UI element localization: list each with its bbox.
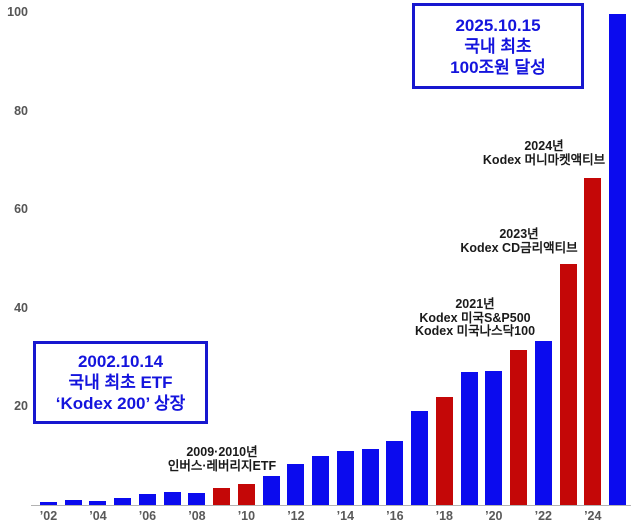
bar-2003 — [64, 499, 82, 505]
bar-2007 — [163, 491, 181, 505]
x-tick-2014: ’14 — [336, 509, 355, 523]
x-axis-line — [31, 505, 631, 506]
annotation-line: Kodex 미국나스닥100 — [414, 324, 536, 338]
annotation-line: 100조원 달성 — [450, 57, 546, 77]
annotation-line: 국내 최초 ETF — [68, 373, 173, 392]
x-tick-2022: ’22 — [534, 509, 552, 523]
annotation-box-2002-listing: 2002.10.14 국내 최초 ETF ‘Kodex 200’ 상장 — [33, 341, 208, 424]
bar-2013 — [312, 455, 330, 505]
bar-2008 — [188, 493, 206, 505]
bar-2011 — [262, 476, 280, 505]
bar-2005 — [114, 498, 132, 505]
annotation-box-2025-milestone: 2025.10.15 국내 최초 100조원 달성 — [412, 3, 584, 89]
x-tick-2002: ’02 — [39, 509, 58, 523]
annotation-line: 2025.10.15 — [455, 15, 541, 35]
x-tick-2010: ’10 — [237, 509, 256, 523]
x-tick-2020: ’20 — [485, 509, 503, 523]
bar-2009 — [213, 487, 231, 505]
annotation-line: Kodex 머니마켓액티브 — [482, 152, 606, 167]
bar-2021 — [510, 350, 528, 505]
annotation-line: 2021년 — [455, 297, 495, 311]
bar-2014 — [336, 451, 354, 505]
bar-2015 — [361, 449, 379, 505]
bar-2006 — [138, 493, 156, 505]
y-tick-60: 60 — [14, 202, 28, 217]
y-tick-20: 20 — [14, 399, 28, 414]
x-tick-2004: ’04 — [89, 509, 107, 523]
bar-2022 — [534, 341, 552, 505]
y-tick-80: 80 — [14, 103, 28, 118]
annotation-line: 인버스·레버리지ETF — [167, 458, 277, 473]
annotation-line: 2023년 — [499, 227, 539, 241]
annotation-line: 2002.10.14 — [77, 352, 164, 371]
x-tick-2024: ’24 — [584, 509, 602, 523]
x-tick-2008: ’08 — [188, 509, 206, 523]
annotation-line: 2009·2010년 — [186, 445, 258, 459]
bar-2025 — [609, 14, 627, 505]
x-tick-2012: ’12 — [287, 509, 305, 523]
bar-2016 — [386, 441, 404, 505]
annotation-line: Kodex 미국S&P500 — [419, 310, 531, 325]
bar-2019 — [460, 371, 478, 505]
bar-2018 — [435, 397, 453, 505]
x-tick-2006: ’06 — [138, 509, 157, 523]
bar-2012 — [287, 463, 305, 505]
annotation-2009-inverse-leverage: 2009·2010년 인버스·레버리지ETF — [132, 445, 312, 473]
annotation-line: Kodex CD금리액티브 — [460, 240, 578, 255]
bar-2024 — [584, 178, 602, 505]
annotation-line: ‘Kodex 200’ 상장 — [55, 394, 186, 413]
bar-2017 — [411, 410, 429, 505]
annotation-line: 국내 최초 — [464, 36, 532, 56]
x-tick-2018: ’18 — [435, 509, 454, 523]
bar-2002 — [40, 501, 57, 505]
y-tick-40: 40 — [14, 300, 28, 315]
annotation-2023-cd-rate-active: 2023년 Kodex CD금리액티브 — [429, 227, 609, 255]
bar-2010 — [237, 483, 255, 505]
bar-2023 — [559, 263, 577, 505]
annotation-line: 2024년 — [524, 139, 564, 153]
x-tick-2016: ’16 — [386, 509, 404, 523]
annotation-2021-us-etfs: 2021년 Kodex 미국S&P500 Kodex 미국나스닥100 — [385, 297, 565, 339]
bar-2020 — [485, 370, 503, 505]
annotation-2024-money-market-active: 2024년 Kodex 머니마켓액티브 — [454, 139, 634, 167]
bar-2004 — [89, 500, 107, 505]
y-tick-100: 100 — [7, 5, 28, 19]
